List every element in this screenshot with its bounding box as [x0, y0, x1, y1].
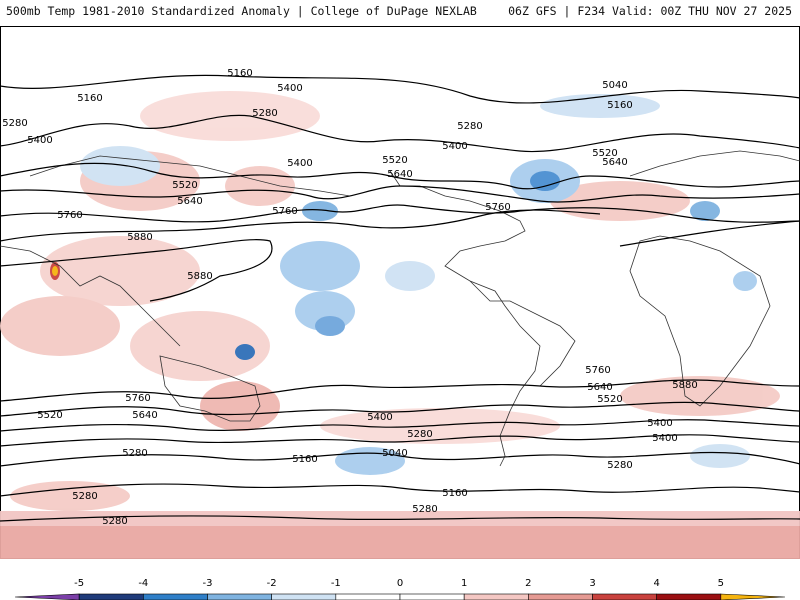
anomaly-map: 5160 5400 5280 5160 5040 5160 5280 5400 …	[0, 26, 800, 559]
contour-label: 5520	[592, 148, 617, 159]
colorbar-tick-label: -2	[267, 578, 277, 589]
colorbar-swatch	[399, 593, 465, 600]
contour-label: 5160	[227, 68, 252, 79]
run-valid-time: 06Z GFS | F234 Valid: 00Z THU NOV 27 202…	[508, 4, 792, 18]
colorbar-swatch	[656, 593, 722, 600]
map-title: 500mb Temp 1981-2010 Standardized Anomal…	[6, 4, 477, 18]
colorbar-swatch	[463, 593, 529, 600]
contour-label: 5160	[77, 93, 102, 104]
contour-label: 5400	[367, 412, 392, 423]
contour-label: 5880	[672, 380, 697, 391]
contour-label: 5400	[287, 158, 312, 169]
contour-label: 5280	[457, 121, 482, 132]
contour-label: 5520	[172, 180, 197, 191]
colorbar-tick-label: -5	[74, 578, 84, 589]
colorbar-swatch	[335, 593, 401, 600]
contour-labels: 5160 5400 5280 5160 5040 5160 5280 5400 …	[2, 68, 697, 527]
height-contours	[0, 74, 800, 522]
colorbar-swatch	[143, 593, 208, 600]
colorbar-tick-label: 5	[718, 578, 724, 589]
colorbar-tick-label: 3	[589, 578, 595, 589]
contour-label: 5400	[277, 83, 302, 94]
contour-label: 5640	[132, 410, 157, 421]
contour-label: 5400	[652, 433, 677, 444]
colorbar-tick-label: 0	[397, 578, 403, 589]
contour-label: 5400	[647, 418, 672, 429]
contour-label: 5640	[387, 169, 412, 180]
contour-label: 5280	[122, 448, 147, 459]
coastlines	[0, 150, 800, 467]
colorbar-swatch	[207, 593, 272, 600]
colorbar-tick-label: 4	[653, 578, 659, 589]
contour-label: 5640	[587, 382, 612, 393]
contour-label: 5640	[177, 196, 202, 207]
contour-label: 5280	[407, 429, 432, 440]
contour-label: 5520	[37, 410, 62, 421]
colorbar-swatch	[592, 593, 657, 600]
contour-label: 5160	[442, 488, 467, 499]
contour-label: 5160	[292, 454, 317, 465]
colorbar-tick-label: -3	[203, 578, 213, 589]
contour-label: 5760	[125, 393, 150, 404]
contour-label: 5520	[382, 155, 407, 166]
anomaly-colorbar: -5 -4 -3 -2 -1 0 1 2 3 4 5	[14, 578, 786, 600]
colorbar-tick-label: -1	[331, 578, 341, 589]
colorbar-swatch	[720, 593, 786, 600]
contour-label: 5040	[602, 80, 627, 91]
colorbar-tick-label: 2	[525, 578, 531, 589]
contour-label: 5280	[252, 108, 277, 119]
colorbar-swatch	[528, 593, 593, 600]
contour-label: 5760	[585, 365, 610, 376]
colorbar-swatch	[14, 593, 80, 600]
contour-label: 5280	[72, 491, 97, 502]
contour-label: 5400	[442, 141, 467, 152]
contour-label: 5880	[187, 271, 212, 282]
contour-label: 5760	[485, 202, 510, 213]
colorbar-tick-label: 1	[461, 578, 467, 589]
contour-label: 5280	[2, 118, 27, 129]
contour-label: 5520	[597, 394, 622, 405]
colorbar-swatch	[271, 593, 337, 600]
contour-label: 5640	[602, 157, 627, 168]
contour-label: 5400	[27, 135, 52, 146]
colorbar-tick-label: -4	[138, 578, 148, 589]
contour-label: 5760	[57, 210, 82, 221]
contour-label: 5280	[412, 504, 437, 515]
contour-label: 5760	[272, 206, 297, 217]
contour-label: 5880	[127, 232, 152, 243]
contour-label: 5160	[607, 100, 632, 111]
contour-label: 5280	[102, 516, 127, 527]
contour-label: 5280	[607, 460, 632, 471]
contour-label: 5040	[382, 448, 407, 459]
colorbar-swatch	[78, 593, 144, 600]
